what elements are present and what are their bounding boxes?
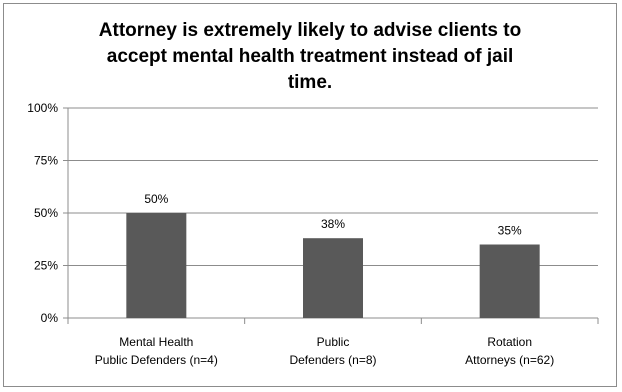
category-label-2-line-1: Attorneys (n=62) xyxy=(465,353,554,367)
category-label-0-line-1: Public Defenders (n=4) xyxy=(95,353,218,367)
data-label-2: 35% xyxy=(498,224,522,238)
bar-0 xyxy=(126,213,187,318)
category-label-1-line-0: Public xyxy=(317,335,350,349)
category-label-1-line-1: Defenders (n=8) xyxy=(289,353,376,367)
chart-title-line-2: accept mental health treatment instead o… xyxy=(106,46,514,67)
y-tick-label-0: 0% xyxy=(41,311,59,325)
chart-frame xyxy=(3,3,617,387)
category-label-2-line-0: Rotation xyxy=(487,335,532,349)
chart-title-line-3: time. xyxy=(287,72,333,93)
data-label-1: 38% xyxy=(321,217,345,231)
y-tick-label-50: 50% xyxy=(34,206,58,220)
y-tick-label-75: 75% xyxy=(34,154,58,168)
y-tick-label-25: 25% xyxy=(34,259,58,273)
chart-title-line-1: Attorney is extremely likely to advise c… xyxy=(98,20,522,41)
data-label-0: 50% xyxy=(144,192,168,206)
y-tick-label-100: 100% xyxy=(27,101,58,115)
chart-title: Attorney is extremely likely to advise c… xyxy=(60,18,560,96)
bar-1 xyxy=(303,238,363,318)
category-label-0-line-0: Mental Health xyxy=(119,335,193,349)
bar-2 xyxy=(479,244,540,318)
